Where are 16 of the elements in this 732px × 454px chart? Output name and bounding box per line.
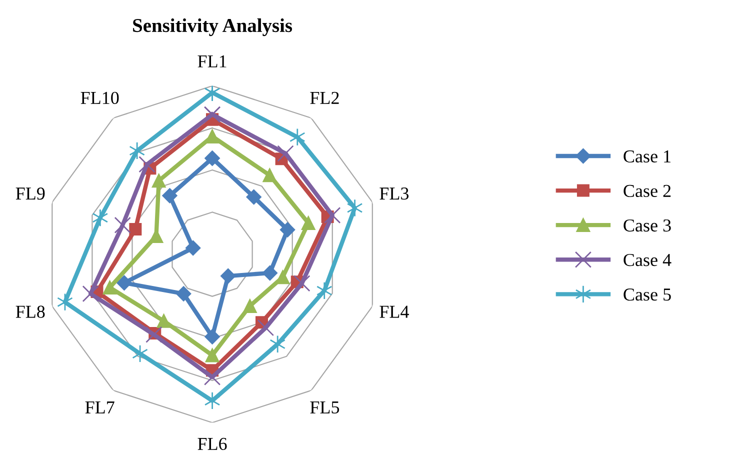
legend-label: Case 5 xyxy=(624,288,671,301)
spoke-label: FL8 xyxy=(16,306,45,318)
spoke-label: FL10 xyxy=(80,92,119,104)
legend-label: Case 1 xyxy=(624,150,670,162)
legend-label: Case 2 xyxy=(624,184,671,198)
spoke-label: FL3 xyxy=(380,188,409,200)
legend-label: Case 4 xyxy=(624,254,672,266)
spoke-label: FL7 xyxy=(85,402,114,414)
spoke-label: FL5 xyxy=(310,402,340,414)
spoke-label: FL6 xyxy=(198,438,227,450)
spoke-label: FL9 xyxy=(16,188,45,200)
spoke-label: FL1 xyxy=(198,55,226,68)
spoke-label: FL4 xyxy=(380,306,409,318)
spoke-label: FL2 xyxy=(310,92,339,104)
legend-label: Case 3 xyxy=(624,219,671,232)
chart-title: Sensitivity Analysis xyxy=(133,18,292,36)
